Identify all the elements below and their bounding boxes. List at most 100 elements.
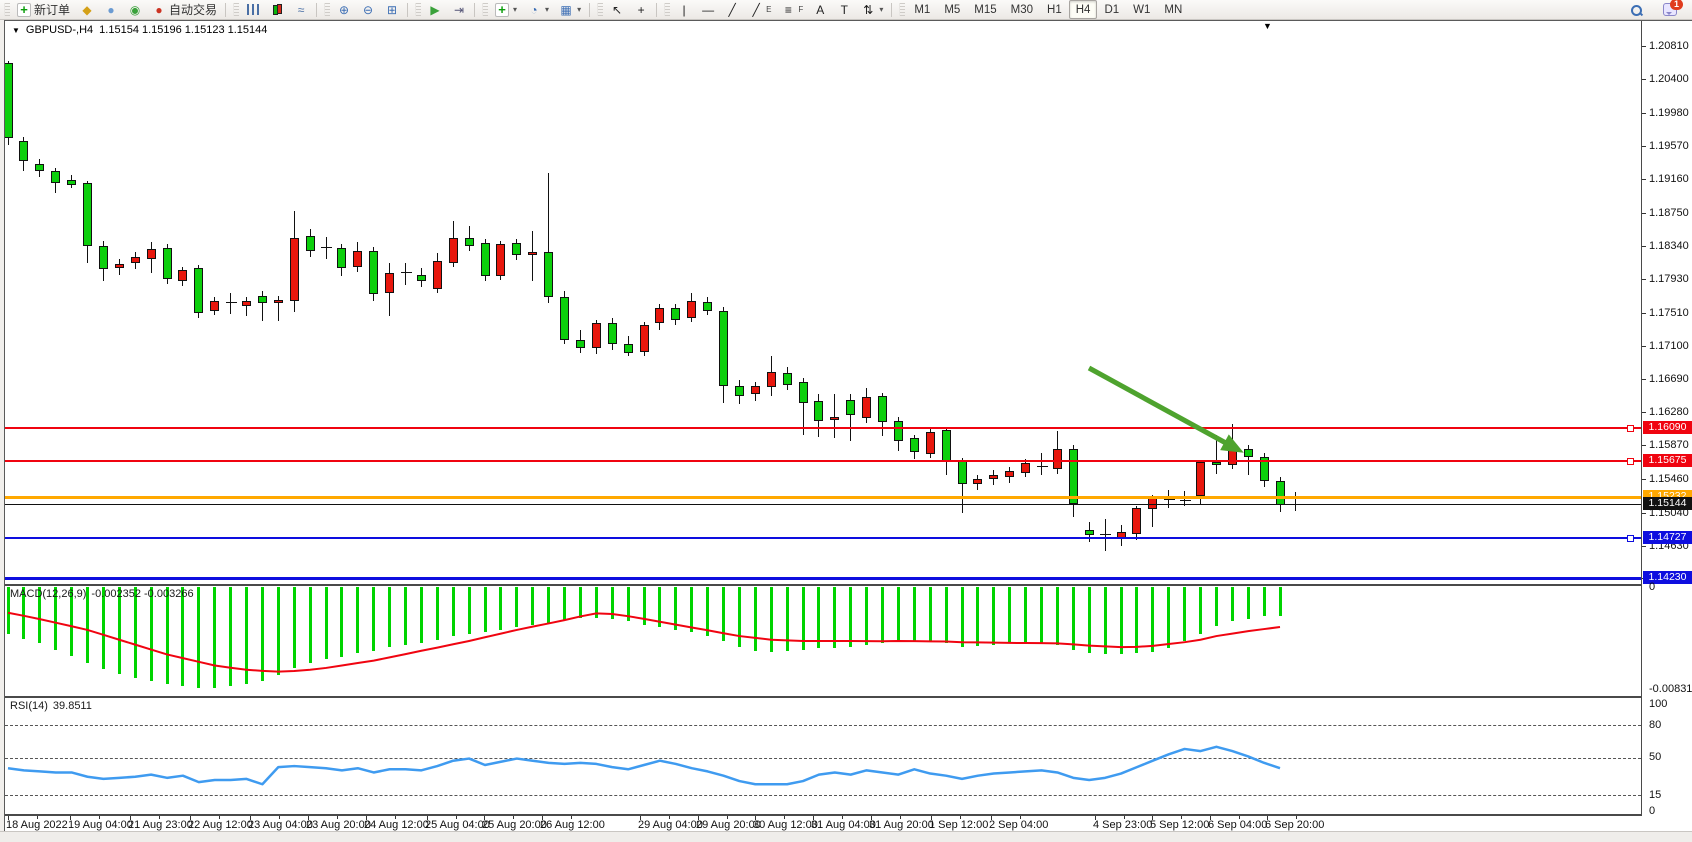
macd-histogram-bar [356,587,360,654]
macd-histogram-bar [881,587,884,644]
macd-histogram-bar [181,587,185,687]
vertical-line-button[interactable]: | [672,0,696,19]
indicators-button[interactable]: + ▾ [490,0,522,19]
text-button[interactable]: A [808,0,832,19]
fibonacci-icon: ≡ [784,2,792,17]
time-axis-tick-minor [1124,816,1125,819]
trendline-icon: ╱ [728,2,736,17]
bear-candle [893,421,903,442]
resistance-line-2[interactable] [5,458,1641,466]
macd-histogram-bar [483,587,487,633]
label-button[interactable]: T [832,0,856,19]
support-line-2[interactable] [5,576,1641,580]
channel-button[interactable]: ╱ E [744,0,776,19]
chart-window-gbpusd-h4[interactable]: ▼ GBPUSD-,H4 1.15154 1.15196 1.15123 1.1… [4,20,1692,833]
tf-h4[interactable]: H4 [1068,0,1098,19]
periods-button[interactable]: ◔ ▾ [522,0,554,19]
time-axis[interactable]: 18 Aug 2022 19 Aug 04:00 21 Aug 23:00 22 Au… [5,816,1642,832]
bull-candle [273,299,283,304]
templates-button[interactable]: ▦ ▾ [554,0,586,19]
macd-histogram-bar [849,587,853,648]
tf-m5[interactable]: M5 [937,0,967,19]
tile-windows-button[interactable]: ⊞ [380,0,404,19]
macd-histogram-bar [753,587,757,651]
tf-w1[interactable]: W1 [1126,0,1157,19]
rsi-panel[interactable]: RSI(14) 39.8511 [5,698,1642,814]
zoom-in-icon: ⊕ [339,2,350,17]
time-axis-tick-minor [669,816,670,819]
bear-candle [35,164,45,172]
bull-candle [242,300,251,306]
candlestick-plot-area[interactable] [5,21,1641,584]
chat-button[interactable]: 1 [1658,0,1683,19]
zoom-out-button[interactable]: ⊖ [356,0,380,19]
current-price-line[interactable] [5,503,1641,505]
candle-wick [850,394,852,441]
tf-m15-label: M15 [974,3,997,16]
bull-candle [989,474,999,480]
support-line-1-handle[interactable] [1627,534,1634,542]
macd-panel[interactable]: MACD(12,26,9) -0.002352 -0.003266 [5,586,1642,696]
cursor-button[interactable]: ↖ [605,0,629,19]
macd-panel-separator[interactable] [5,584,1642,586]
resistance-line-1-handle[interactable] [1627,424,1634,432]
new-order-button[interactable]: + 新订单 [12,0,75,19]
line-chart-button[interactable]: ≈ [289,0,313,19]
bull-candle [448,238,458,264]
support-line-1[interactable] [5,534,1641,542]
time-axis-tick [250,816,251,820]
macd-name: MACD(12,26,9) [10,588,87,600]
styler-button[interactable]: ◆ [75,0,99,19]
arrows-button[interactable]: ⇅ ▾ [856,0,888,19]
autotrading-button[interactable]: ● 自动交易 [147,0,222,19]
trend-arrow[interactable] [1087,365,1237,451]
text-icon: A [816,2,825,17]
pivot-line-orange[interactable] [5,495,1641,499]
signals-button[interactable]: ◉ [123,0,147,19]
chart-shift-button[interactable]: ⇥ [447,0,471,19]
macd-histogram-bar [817,587,821,649]
candlestick-button[interactable] [265,0,289,19]
search-button[interactable] [1624,0,1648,19]
fibonacci-button[interactable]: ≡ F [776,0,808,19]
notification-badge: 1 [1670,0,1683,10]
macd-histogram-bar [467,587,471,634]
resistance-line-1[interactable] [5,424,1641,432]
crosshair-button[interactable]: + [629,0,653,19]
toolbar-separator [589,2,591,17]
time-axis-label: 6 Sep 20:00 [1265,819,1325,831]
trendline-button[interactable]: ╱ [720,0,744,19]
time-axis-tick-minor [337,816,338,819]
macd-histogram-bar [690,587,694,633]
search-icon [1629,3,1643,17]
rsi-panel-separator[interactable] [5,696,1642,698]
bear-candle [464,238,474,246]
time-axis-tick-minor [37,816,38,819]
tf-m15[interactable]: M15 [967,0,1003,19]
profiles-button[interactable]: ● [99,0,123,19]
tf-d1[interactable]: D1 [1097,0,1126,19]
collapse-triangle-icon[interactable]: ▼ [12,25,20,35]
macd-histogram-bar [165,587,169,684]
bull-candle [1132,508,1142,534]
candle-wick [1152,494,1154,528]
zoom-in-button[interactable]: ⊕ [332,0,356,19]
bar-chart-button[interactable] [241,0,265,19]
tf-m1[interactable]: M1 [907,0,937,19]
rsi-axis-label: 100 [1649,698,1668,710]
tf-d1-label: D1 [1104,3,1120,16]
bull-candle [750,385,760,395]
horizontal-line-button[interactable]: — [696,0,720,19]
price-axis-label: 1.18340 [1649,239,1689,252]
time-axis-label: 18 Aug 2022 [6,819,68,831]
tf-mn[interactable]: MN [1157,0,1189,19]
bear-candle [1211,462,1221,465]
bull-candle [591,323,601,348]
macd-histogram-bar [1278,587,1282,616]
resistance-line-2-handle[interactable] [1627,458,1634,466]
tf-h1[interactable]: H1 [1040,0,1069,19]
bull-candle [353,251,363,267]
auto-scroll-button[interactable]: ▶ [423,0,447,19]
tf-m30[interactable]: M30 [1004,0,1040,19]
bull-candle [385,273,395,294]
